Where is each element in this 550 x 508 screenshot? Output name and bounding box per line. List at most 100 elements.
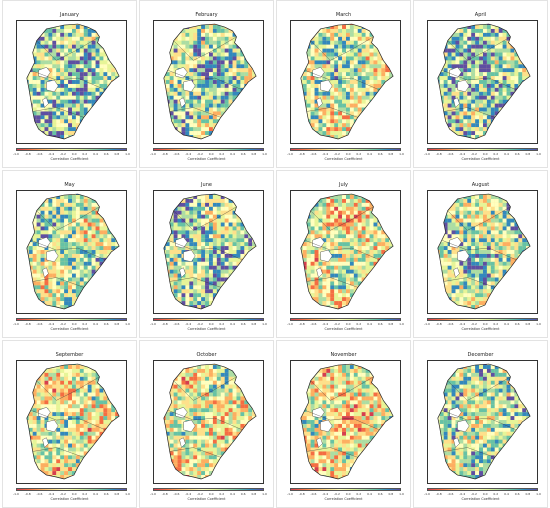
colorbar-label: Correlation Coefficient: [324, 157, 363, 161]
colorbar-label: Correlation Coefficient: [187, 327, 226, 331]
colorbar-tick-label: -0.6: [36, 492, 43, 496]
colorbar-tick-label: 0.0: [71, 322, 77, 326]
colorbar-tick-label: -1.0: [287, 322, 293, 326]
colorbar-tick-label: 1.0: [536, 152, 541, 156]
correlation-map: [26, 23, 120, 140]
panel-title: January: [60, 12, 79, 18]
correlation-map: [300, 363, 394, 480]
map-panel-january: January -1.0 -0.8 -0.6 -0.4 -0.2 0.0 0.2 0.4 0.6 0…: [2, 0, 137, 168]
colorbar-tick-label: 0.0: [71, 492, 77, 496]
colorbar-tick-label: 1.0: [125, 492, 130, 496]
colorbar-tick-label: -0.4: [48, 322, 55, 326]
map-panel-november: November -1.0 -0.8 -0.6 -0.4 -0.2 0.0 0.2 0.4 0.6…: [276, 340, 411, 508]
colorbar-ticks: -1.0 -0.8 -0.6 -0.4 -0.2 0.0 0.2 0.4 0.6 0.8 1.0: [13, 492, 130, 496]
colorbar-ticks: -1.0 -0.8 -0.6 -0.4 -0.2 0.0 0.2 0.4 0.6 0.8 1.0: [150, 152, 267, 156]
colorbar-label: Correlation Coefficient: [50, 157, 89, 161]
colorbar-tick-label: 0.8: [525, 152, 531, 156]
map-panel-april: April -1.0 -0.8 -0.6 -0.4 -0.2 0.0 0.2 0.4 0.6 0.8…: [413, 0, 548, 168]
colorbar-tick-label: 1.0: [399, 152, 404, 156]
map-panel-july: July -1.0 -0.8 -0.6 -0.4 -0.2 0.0 0.2 0.4 0.6 0.8 1…: [276, 170, 411, 338]
colorbar-tick-label: 0.4: [367, 492, 372, 496]
colorbar-tick-label: 0.8: [525, 322, 531, 326]
colorbar-tick-label: 0.2: [219, 492, 225, 496]
colorbar-tick-label: -1.0: [150, 492, 156, 496]
colorbar-tick-label: -0.4: [459, 152, 466, 156]
colorbar-tick-label: -0.4: [185, 322, 192, 326]
colorbar: [153, 488, 264, 491]
correlation-map: [300, 23, 394, 140]
colorbar-tick-label: -0.2: [334, 152, 340, 156]
map-frame: [153, 190, 264, 314]
colorbar-tick-label: 0.8: [114, 152, 120, 156]
colorbar-tick-label: 0.2: [82, 492, 88, 496]
colorbar: [290, 148, 401, 151]
colorbar-tick-label: 0.2: [82, 322, 88, 326]
colorbar-tick-label: 0.4: [367, 322, 372, 326]
map-frame: [16, 360, 127, 484]
colorbar: [427, 318, 538, 321]
colorbar-tick-label: 0.2: [219, 152, 225, 156]
map-frame: [16, 190, 127, 314]
map-frame: [153, 360, 264, 484]
colorbar-tick-label: -1.0: [424, 322, 430, 326]
colorbar-tick-label: -0.4: [185, 152, 192, 156]
correlation-map: [437, 363, 531, 480]
colorbar-tick-label: 0.0: [208, 492, 214, 496]
panel-title: October: [196, 352, 217, 358]
colorbar-tick-label: 0.8: [251, 152, 257, 156]
colorbar-tick-label: -0.8: [298, 322, 305, 326]
colorbar-tick-label: 0.6: [103, 152, 109, 156]
colorbar-tick-label: -1.0: [13, 322, 19, 326]
colorbar-tick-label: 0.0: [482, 322, 488, 326]
colorbar-ticks: -1.0 -0.8 -0.6 -0.4 -0.2 0.0 0.2 0.4 0.6 0.8 1.0: [424, 322, 541, 326]
colorbar-ticks: -1.0 -0.8 -0.6 -0.4 -0.2 0.0 0.2 0.4 0.6 0.8 1.0: [13, 322, 130, 326]
colorbar-tick-label: -0.6: [173, 492, 180, 496]
colorbar-ticks: -1.0 -0.8 -0.6 -0.4 -0.2 0.0 0.2 0.4 0.6 0.8 1.0: [150, 322, 267, 326]
colorbar-tick-label: -1.0: [150, 322, 156, 326]
panel-title: May: [64, 182, 75, 188]
correlation-map: [437, 23, 531, 140]
colorbar-tick-label: 0.4: [230, 322, 235, 326]
colorbar-ticks: -1.0 -0.8 -0.6 -0.4 -0.2 0.0 0.2 0.4 0.6 0.8 1.0: [13, 152, 130, 156]
colorbar-tick-label: 0.0: [208, 322, 214, 326]
colorbar-tick-label: -0.8: [435, 152, 442, 156]
colorbar-label: Correlation Coefficient: [187, 497, 226, 501]
colorbar: [427, 488, 538, 491]
panel-title: March: [335, 12, 352, 18]
colorbar-tick-label: 0.0: [208, 152, 214, 156]
colorbar-tick-label: 0.4: [367, 152, 372, 156]
colorbar-tick-label: -0.2: [60, 322, 66, 326]
colorbar-tick-label: -0.2: [197, 322, 203, 326]
correlation-map: [26, 363, 120, 480]
panel-title: August: [471, 182, 490, 188]
colorbar-tick-label: 1.0: [536, 492, 541, 496]
map-panel-february: February -1.0 -0.8 -0.6 -0.4 -0.2 0.0 0.2 0.4 0.6…: [139, 0, 274, 168]
colorbar-tick-label: -1.0: [13, 492, 19, 496]
colorbar-tick-label: -0.2: [334, 492, 340, 496]
colorbar-tick-label: -0.8: [24, 492, 31, 496]
colorbar-tick-label: 1.0: [399, 492, 404, 496]
colorbar-tick-label: 0.6: [377, 152, 383, 156]
colorbar-tick-label: 0.0: [345, 322, 351, 326]
colorbar-tick-label: -0.8: [161, 152, 168, 156]
colorbar-tick-label: 0.0: [345, 152, 351, 156]
panel-title: November: [330, 352, 357, 358]
colorbar-tick-label: -0.6: [447, 152, 454, 156]
colorbar-tick-label: 0.4: [230, 492, 235, 496]
correlation-map: [26, 193, 120, 310]
colorbar-label: Correlation Coefficient: [324, 327, 363, 331]
colorbar-tick-label: -1.0: [424, 152, 430, 156]
colorbar-tick-label: -0.2: [60, 492, 66, 496]
colorbar-tick-label: -0.6: [173, 322, 180, 326]
colorbar-tick-label: 0.2: [356, 322, 362, 326]
panel-title: April: [474, 12, 487, 18]
colorbar-tick-label: 0.8: [114, 322, 120, 326]
colorbar-tick-label: 0.8: [388, 492, 394, 496]
colorbar-tick-label: -0.6: [36, 322, 43, 326]
colorbar-label: Correlation Coefficient: [461, 157, 500, 161]
colorbar-tick-label: -0.2: [471, 492, 477, 496]
colorbar-tick-label: 0.4: [504, 152, 509, 156]
colorbar-label: Correlation Coefficient: [50, 497, 89, 501]
colorbar-tick-label: -0.8: [298, 152, 305, 156]
